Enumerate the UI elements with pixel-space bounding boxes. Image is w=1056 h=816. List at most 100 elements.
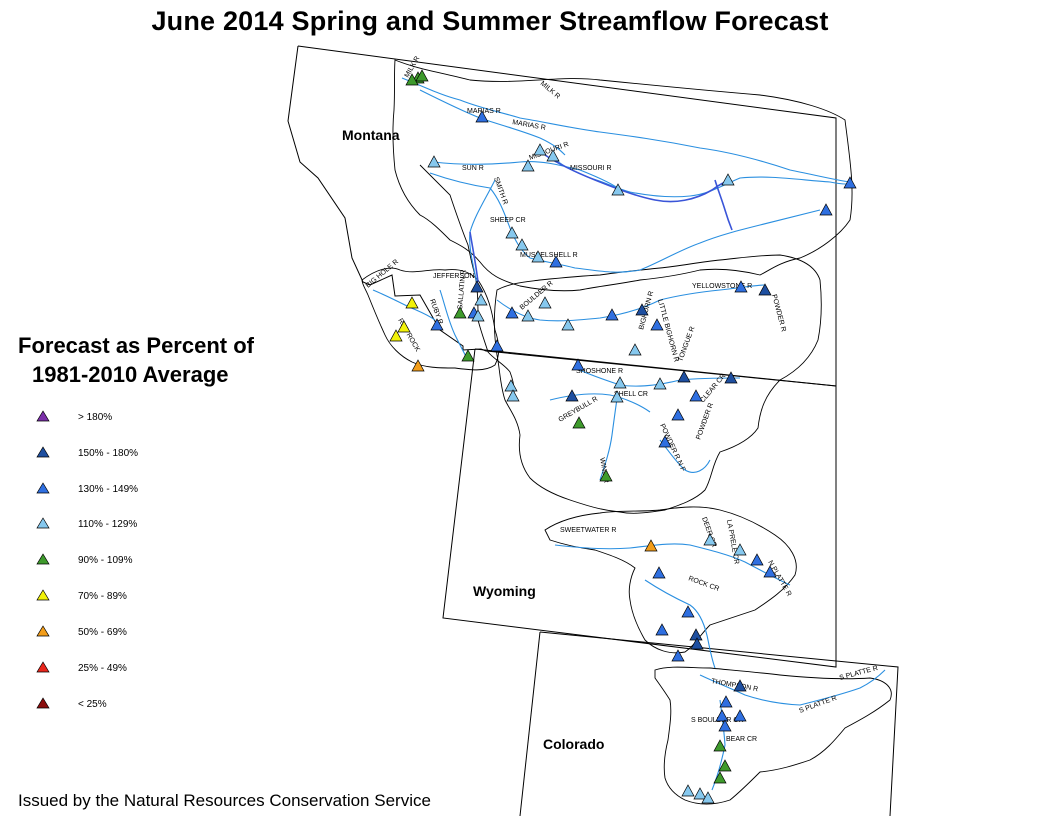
legend-swatch [36,661,50,673]
legend-label: 50% - 69% [78,627,127,638]
legend-label: 130% - 149% [78,484,139,495]
forecast-point-triangle [652,566,666,579]
forecast-point-triangle [701,791,715,804]
river-label: TONGUE R [677,326,696,363]
forecast-point-triangle [650,318,664,331]
forecast-point-triangle [521,159,535,172]
main-stem-rivers [469,154,733,283]
legend-swatch [36,517,50,529]
forecast-point-triangle [411,359,425,372]
state-label-colorado: Colorado [543,736,604,752]
river-label: SUN R [462,165,484,172]
forecast-point-triangle [689,628,703,641]
forecast-points [389,69,857,804]
forecast-point-triangle [671,649,685,662]
legend-item: 150% - 180% [36,446,236,466]
state-label-montana: Montana [342,127,400,143]
forecast-point-triangle [571,358,585,371]
river-label: WIND R [598,457,609,483]
legend-label: 70% - 89% [78,591,127,602]
river-label: GALLATIN R [457,269,467,310]
forecast-point-triangle [653,377,667,390]
forecast-point-triangle [533,143,547,156]
forecast-point-triangle [605,308,619,321]
forecast-point-triangle [689,389,703,402]
forecast-point-triangle [515,238,529,251]
forecast-point-triangle [721,173,735,186]
forecast-point-triangle [470,280,484,293]
river-label: SWEETWATER R [560,527,616,534]
footer-credit: Issued by the Natural Resources Conserva… [18,791,431,810]
forecast-point-triangle [561,318,575,331]
forecast-point-triangle [427,155,441,168]
legend-label: > 180% [78,412,113,423]
legend-swatch [36,482,50,494]
river-label: SHOSHONE R [576,368,623,375]
legend-item: 90% - 109% [36,553,236,573]
forecast-point-triangle [504,379,518,392]
river-label: POWDER R [695,402,715,441]
forecast-point-triangle [713,739,727,752]
legend-swatch [36,589,50,601]
forecast-point-triangle [546,149,560,162]
legend-label: 25% - 49% [78,663,127,674]
forecast-point-triangle [681,605,695,618]
river-label: LITTLE BIGHORN R [656,299,679,363]
forecast-point-triangle [521,309,535,322]
forecast-point-triangle [405,73,419,86]
forecast-point-triangle [635,303,649,316]
river-label: SHELL CR [614,391,648,398]
forecast-point-triangle [490,339,504,352]
legend-swatch [36,410,50,422]
wyoming-boundary [442,348,837,668]
forecast-point-triangle [611,183,625,196]
river-label: MILK R [539,80,561,100]
forecast-point-triangle [628,343,642,356]
legend-label: 110% - 129% [78,519,138,530]
forecast-point-triangle [505,226,519,239]
forecast-point-triangle [715,709,729,722]
colorado-boundary [539,631,899,816]
legend-item: 25% - 49% [36,661,236,681]
river-label: BIG HOLE R [365,258,400,289]
river-label: BEAR CR [726,736,757,743]
map-title: June 2014 Spring and Summer Streamflow F… [151,6,829,36]
river-label: MISSOURI R [570,165,612,172]
colorado-west-boundary [519,631,541,816]
forecast-point-triangle [750,553,764,566]
state-label-wyoming: Wyoming [473,583,536,599]
legend-item: 70% - 89% [36,589,236,609]
forecast-point-triangle [572,416,586,429]
river-label: MARIAS R [467,108,501,115]
legend-item: > 180% [36,410,236,430]
forecast-point-triangle [430,318,444,331]
river-label: RED ROCK [396,318,421,354]
forecast-point-triangle [819,203,833,216]
forecast-point-triangle [610,390,624,403]
forecast-point-triangle [693,787,707,800]
forecast-point-triangle [758,283,772,296]
river-label: YELLOWSTONE R [692,283,752,290]
forecast-point-triangle [677,370,691,383]
forecast-point-triangle [565,389,579,402]
forecast-point-triangle [475,110,489,123]
forecast-point-triangle [531,250,545,263]
forecast-point-triangle [453,306,467,319]
forecast-point-triangle [763,565,777,578]
forecast-point-triangle [690,637,704,650]
forecast-point-triangle [703,533,717,546]
legend-item: 130% - 149% [36,482,236,502]
legend-title-line1: Forecast as Percent of [18,333,254,358]
forecast-point-triangle [658,435,672,448]
legend-swatch [36,625,50,637]
forecast-point-triangle [415,69,429,82]
river-label: POWDER R [770,294,787,333]
river-label: LA PRELE CR [725,519,740,565]
forecast-point-triangle [644,539,658,552]
river-label: MUSSELSHELL R [520,252,578,259]
forecast-point-triangle [724,371,738,384]
forecast-point-triangle [733,543,747,556]
forecast-point-triangle [671,408,685,421]
forecast-point-triangle [506,389,520,402]
forecast-point-triangle [538,296,552,309]
